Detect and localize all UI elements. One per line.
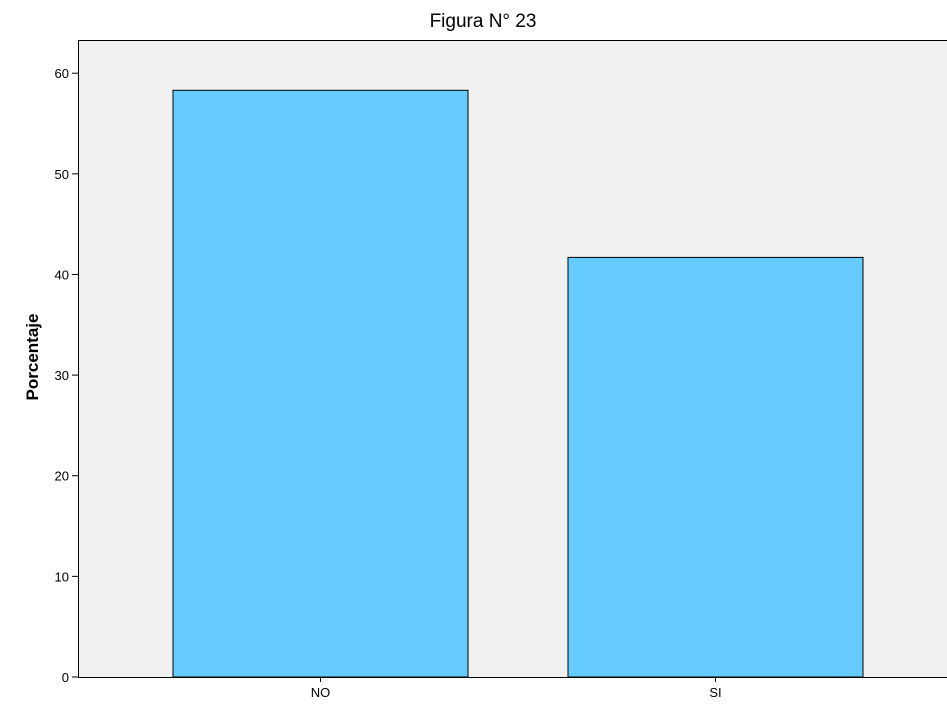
y-tick-label-10: 10 <box>55 569 69 584</box>
y-axis-label: Porcentaje <box>23 314 42 401</box>
bars-layer <box>172 89 864 678</box>
y-tick-label-60: 60 <box>55 66 69 81</box>
y-axis: 0 10 20 30 40 50 60 <box>55 66 78 685</box>
x-tick-label-no: NO <box>311 685 331 700</box>
x-axis: NO SI <box>311 677 722 700</box>
y-tick-label-50: 50 <box>55 167 69 182</box>
y-tick-label-30: 30 <box>55 368 69 383</box>
bar-si <box>567 256 864 678</box>
y-tick-label-20: 20 <box>55 469 69 484</box>
y-tick-label-0: 0 <box>62 670 69 685</box>
bar-no <box>172 89 469 678</box>
x-tick-label-si: SI <box>709 685 721 700</box>
chart-title: Figura N° 23 <box>430 11 537 32</box>
y-tick-label-40: 40 <box>55 267 69 282</box>
